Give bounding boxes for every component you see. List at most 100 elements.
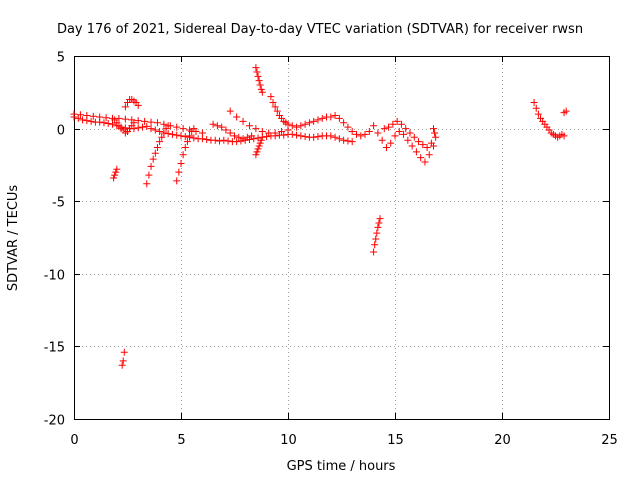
data-point [372, 235, 380, 243]
data-point [134, 117, 142, 125]
data-point [314, 116, 322, 124]
data-point [231, 132, 238, 140]
data-point [271, 103, 279, 111]
y-tick-label: -15 [44, 341, 65, 356]
series-drop-14 [370, 215, 384, 256]
data-point [168, 130, 176, 138]
data-point [301, 120, 309, 128]
series-spike-a [252, 64, 266, 96]
data-point [83, 112, 91, 120]
data-point [138, 123, 146, 131]
data-point [173, 177, 181, 185]
data-point [257, 85, 265, 93]
data-point [211, 136, 219, 144]
data-point [427, 139, 435, 147]
series-late-cluster [530, 98, 568, 141]
data-point [391, 132, 399, 140]
data-point [96, 113, 104, 121]
data-point [419, 141, 427, 149]
data-point [235, 133, 243, 141]
data-point [145, 171, 153, 179]
data-point [265, 129, 273, 137]
x-tick-label: 25 [601, 433, 618, 448]
data-point [252, 64, 260, 72]
x-tick-label: 10 [280, 433, 297, 448]
data-point [301, 133, 309, 141]
series-cluster-14-16 [370, 122, 438, 166]
data-point [147, 118, 155, 126]
data-point [175, 168, 183, 176]
data-point [151, 126, 159, 134]
data-point [248, 132, 256, 140]
data-point [239, 117, 247, 125]
series-arc-1 [111, 116, 138, 137]
data-point [376, 215, 384, 223]
data-point [255, 77, 263, 85]
data-point [233, 113, 241, 121]
data-point [352, 130, 360, 138]
y-tick-label: -5 [52, 196, 65, 211]
data-point [284, 120, 292, 128]
data-point [430, 125, 438, 133]
data-point [421, 158, 429, 166]
data-point [374, 129, 382, 137]
data-point [370, 122, 378, 130]
data-point [118, 361, 126, 369]
data-point [111, 171, 119, 179]
data-point [179, 151, 187, 159]
data-point [252, 125, 260, 133]
data-point [190, 134, 198, 142]
y-axis-label: SDTVAR / TECUs [6, 185, 21, 292]
series-fall-1 [143, 122, 172, 188]
data-point [271, 129, 279, 137]
data-point [160, 129, 168, 137]
y-tick-label: -20 [44, 414, 65, 429]
data-point [143, 180, 151, 188]
y-tick-label: 5 [57, 51, 65, 66]
data-point [156, 138, 164, 146]
data-point [412, 148, 420, 156]
data-point [269, 98, 277, 106]
data-point [397, 120, 405, 128]
x-tick-label: 5 [177, 433, 185, 448]
data-point [102, 114, 110, 122]
data-point [119, 357, 127, 365]
data-point [344, 123, 352, 131]
series-rise-1 [226, 107, 292, 137]
data-point [130, 119, 138, 127]
x-tick-label: 0 [70, 433, 78, 448]
data-point [179, 125, 187, 133]
series-arc-2 [121, 96, 142, 111]
data-point [432, 133, 440, 141]
data-point [147, 162, 155, 170]
data-point [406, 129, 414, 137]
data-point [431, 129, 439, 137]
data-point [254, 145, 262, 153]
series-loop-12 [331, 112, 373, 140]
data-point [190, 125, 198, 133]
data-point [402, 125, 410, 133]
data-point [331, 133, 339, 141]
data-point [222, 126, 230, 134]
data-point [314, 133, 322, 141]
x-axis-label: GPS time / hours [287, 459, 396, 474]
y-tick-label: -10 [44, 269, 65, 284]
data-point [380, 125, 388, 133]
data-point [220, 136, 228, 144]
data-point [70, 110, 78, 118]
data-point [293, 131, 301, 139]
data-point [288, 130, 296, 138]
data-point [318, 114, 326, 122]
series-fall-2 [173, 125, 198, 185]
series-edge-16.8 [430, 125, 440, 141]
data-point [370, 248, 378, 256]
data-point [365, 128, 373, 136]
data-point [278, 128, 286, 136]
data-point [153, 119, 161, 127]
data-point [186, 132, 194, 140]
data-point [141, 117, 149, 125]
x-tick-labels: 0 5 10 15 20 25 [70, 433, 617, 448]
data-point [112, 168, 120, 176]
data-point [254, 72, 262, 80]
